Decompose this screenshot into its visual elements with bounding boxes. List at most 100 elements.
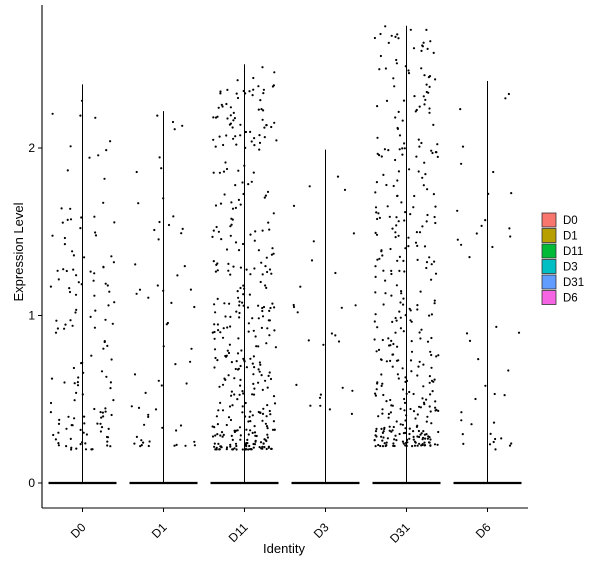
point-D6 (484, 219, 487, 222)
point-D1 (172, 215, 175, 218)
point-D31 (396, 194, 399, 197)
point-D31 (428, 405, 431, 408)
point-D6 (460, 243, 463, 246)
point-D31 (381, 412, 384, 415)
point-D11 (232, 111, 235, 114)
point-D11 (266, 386, 269, 389)
point-D0 (75, 274, 78, 277)
point-D11 (219, 90, 222, 93)
point-D3 (312, 240, 315, 243)
point-D0 (79, 227, 82, 230)
point-D6 (508, 227, 511, 230)
point-D0 (89, 270, 92, 273)
point-D31 (401, 153, 404, 156)
point-D31 (433, 378, 436, 381)
point-D31 (397, 37, 400, 40)
point-D31 (416, 424, 419, 427)
point-D11 (225, 134, 228, 137)
point-D0 (84, 442, 87, 445)
point-D31 (425, 420, 428, 423)
point-D31 (379, 54, 382, 58)
point-D11 (264, 379, 267, 382)
point-D31 (425, 398, 428, 401)
point-D31 (409, 407, 412, 411)
point-D0 (71, 250, 74, 253)
point-D31 (412, 47, 416, 50)
point-D11 (234, 184, 237, 187)
point-D6 (460, 411, 463, 414)
point-D0 (76, 381, 79, 384)
point-D11 (223, 193, 226, 196)
point-D11 (268, 334, 271, 337)
point-D11 (231, 438, 234, 441)
point-D11 (215, 225, 218, 229)
point-D31 (379, 444, 382, 448)
point-D31 (422, 401, 426, 404)
point-D31 (414, 241, 418, 244)
point-D0 (64, 323, 67, 326)
point-D31 (426, 340, 430, 343)
point-D11 (234, 241, 238, 244)
x-axis-label: Identity (263, 541, 305, 556)
point-D31 (417, 170, 420, 173)
point-D11 (254, 335, 257, 338)
point-D11 (270, 253, 273, 256)
point-D31 (388, 425, 391, 428)
point-D1 (193, 305, 196, 309)
point-D11 (231, 126, 234, 129)
point-D31 (375, 211, 378, 214)
point-D31 (430, 149, 433, 152)
point-D31 (426, 415, 429, 418)
point-D3 (350, 412, 353, 415)
point-D31 (395, 420, 398, 423)
point-D31 (404, 376, 407, 379)
point-D1 (175, 429, 178, 432)
point-D3 (336, 175, 340, 178)
point-D31 (437, 430, 440, 434)
point-D31 (425, 28, 428, 31)
point-D1 (154, 408, 158, 411)
point-D0 (92, 279, 95, 282)
point-D31 (421, 176, 424, 179)
point-D11 (261, 419, 264, 422)
point-D11 (261, 309, 264, 313)
point-D31 (381, 338, 384, 342)
point-D31 (376, 152, 379, 155)
point-D31 (374, 206, 378, 209)
point-D11 (242, 89, 245, 93)
point-D3 (343, 188, 347, 191)
point-D31 (398, 432, 401, 436)
point-D11 (265, 342, 268, 345)
point-D31 (416, 258, 419, 261)
point-D11 (229, 114, 232, 117)
point-D11 (217, 409, 220, 412)
point-D31 (390, 272, 393, 276)
point-D11 (217, 106, 220, 109)
point-D1 (148, 440, 151, 443)
point-D11 (238, 426, 242, 429)
point-D11 (216, 269, 219, 272)
point-D6 (492, 170, 495, 174)
point-D1 (130, 405, 133, 408)
point-D0 (109, 381, 112, 384)
point-D0 (72, 268, 75, 271)
point-D11 (262, 88, 265, 91)
point-D1 (147, 444, 150, 448)
point-D11 (273, 121, 276, 124)
point-D11 (245, 445, 248, 448)
point-D11 (260, 108, 263, 111)
point-D31 (392, 77, 395, 80)
point-D31 (413, 194, 416, 198)
point-D6 (459, 108, 462, 111)
point-D11 (229, 443, 232, 446)
point-D31 (403, 270, 406, 273)
point-D0 (112, 261, 115, 264)
y-tick-label: 2 (28, 141, 35, 155)
point-D31 (391, 320, 394, 323)
point-D0 (105, 149, 108, 152)
point-D11 (239, 203, 242, 206)
point-D11 (249, 410, 252, 413)
point-D31 (387, 149, 390, 152)
point-D31 (409, 213, 412, 216)
